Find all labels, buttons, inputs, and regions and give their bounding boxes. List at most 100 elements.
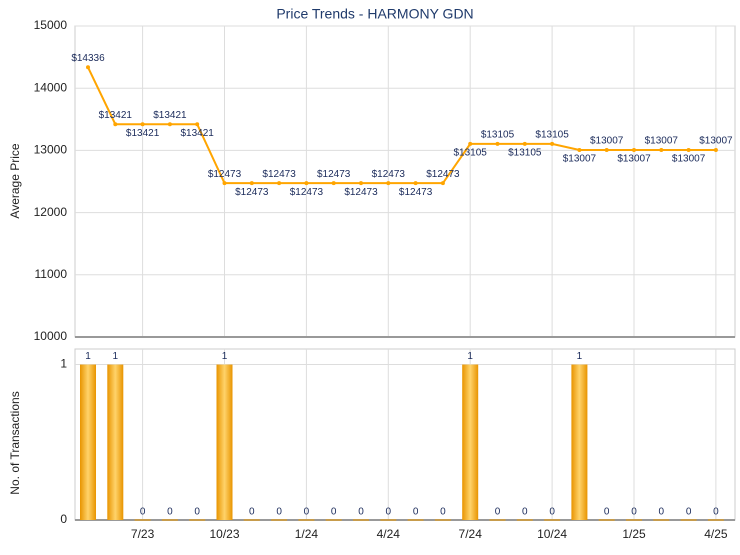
point xyxy=(140,122,145,127)
point xyxy=(604,147,609,152)
y-axis-label: Average Price xyxy=(8,143,22,218)
x-tick-label: 4/24 xyxy=(377,527,401,541)
y-tick-label: 10000 xyxy=(34,329,68,343)
value-label: $12473 xyxy=(208,169,242,180)
value-label: $13105 xyxy=(535,130,569,141)
point xyxy=(167,122,172,127)
value-label: 0 xyxy=(249,507,255,518)
value-label: $13421 xyxy=(153,110,187,121)
value-label: 1 xyxy=(577,351,583,362)
value-label: $13105 xyxy=(454,148,488,159)
value-label: 1 xyxy=(467,351,473,362)
value-label: 0 xyxy=(140,507,146,518)
bar xyxy=(462,364,479,520)
y-tick-label: 14000 xyxy=(34,80,68,94)
value-label: 0 xyxy=(631,507,637,518)
point xyxy=(359,181,363,186)
x-tick-label: 10/24 xyxy=(537,527,567,541)
point xyxy=(550,141,555,146)
value-label: $13421 xyxy=(181,128,215,139)
value-label: 0 xyxy=(358,507,364,518)
value-label: 0 xyxy=(495,507,501,518)
x-tick-label: 1/25 xyxy=(622,527,646,541)
value-label: $14336 xyxy=(71,53,105,64)
value-label: $12473 xyxy=(399,187,433,198)
value-label: $13105 xyxy=(508,148,542,159)
point xyxy=(195,122,200,127)
value-label: 1 xyxy=(113,351,119,362)
point xyxy=(632,147,636,152)
plot-area xyxy=(74,348,736,521)
value-label: $12473 xyxy=(372,169,406,180)
value-label: 0 xyxy=(713,507,719,518)
y-tick-label: 15000 xyxy=(34,18,68,32)
value-label: $12473 xyxy=(235,187,269,198)
value-label: 0 xyxy=(659,507,665,518)
bar xyxy=(80,364,96,520)
point xyxy=(522,141,527,146)
point xyxy=(495,141,500,146)
y-axis-label: No. of Transactions xyxy=(8,391,22,494)
bar xyxy=(216,364,233,520)
point xyxy=(440,181,445,186)
value-label: $13421 xyxy=(99,110,133,121)
value-label: 0 xyxy=(304,507,310,518)
value-label: 0 xyxy=(194,507,200,518)
value-label: 0 xyxy=(686,507,692,518)
x-tick-label: 7/23 xyxy=(131,527,155,541)
value-label: 0 xyxy=(386,507,392,518)
value-label: 0 xyxy=(331,507,337,518)
value-label: 1 xyxy=(85,351,91,362)
value-label: $13007 xyxy=(672,154,706,165)
point xyxy=(331,181,336,186)
x-tick-label: 4/25 xyxy=(704,527,728,541)
value-label: $13007 xyxy=(590,136,624,147)
point xyxy=(468,141,473,146)
point xyxy=(304,181,309,186)
y-tick-label: 12000 xyxy=(34,205,68,219)
value-label: 0 xyxy=(413,507,419,518)
value-label: $13007 xyxy=(645,136,679,147)
point xyxy=(277,181,282,186)
line xyxy=(87,66,716,185)
point xyxy=(249,181,254,186)
bar xyxy=(571,364,588,520)
point xyxy=(659,147,664,152)
point xyxy=(86,65,90,70)
plot-area xyxy=(74,25,736,338)
x-tick-label: 10/23 xyxy=(209,527,239,541)
y-tick-label: 11000 xyxy=(35,267,68,281)
point xyxy=(222,181,227,186)
chart-title: Price Trends - HARMONY GDN xyxy=(276,6,473,22)
value-label: $13007 xyxy=(699,136,733,147)
point xyxy=(713,147,718,152)
value-label: 0 xyxy=(440,507,446,518)
value-label: $12473 xyxy=(262,169,296,180)
x-tick-label: 1/24 xyxy=(295,527,319,541)
point xyxy=(686,147,691,152)
value-label: $13105 xyxy=(481,130,515,141)
value-label: 0 xyxy=(522,507,528,518)
point xyxy=(386,181,391,186)
value-label: 0 xyxy=(167,507,173,518)
point xyxy=(113,122,118,127)
value-label: $12473 xyxy=(426,169,460,180)
value-label: 0 xyxy=(549,507,555,518)
value-label: $12473 xyxy=(290,187,324,198)
x-tick-label: 7/24 xyxy=(459,527,483,541)
value-label: $13007 xyxy=(563,154,597,165)
value-label: $12473 xyxy=(344,187,378,198)
y-tick-label: 1 xyxy=(60,357,67,371)
value-label: $13421 xyxy=(126,128,160,139)
value-label: 1 xyxy=(222,351,228,362)
point xyxy=(413,181,418,186)
value-label: 0 xyxy=(604,507,610,518)
value-label: 0 xyxy=(276,507,282,518)
y-tick-label: 0 xyxy=(60,512,67,526)
y-tick-label: 13000 xyxy=(34,143,68,157)
value-label: $13007 xyxy=(617,154,651,165)
bar xyxy=(107,364,124,520)
point xyxy=(577,147,582,152)
value-label: $12473 xyxy=(317,169,351,180)
